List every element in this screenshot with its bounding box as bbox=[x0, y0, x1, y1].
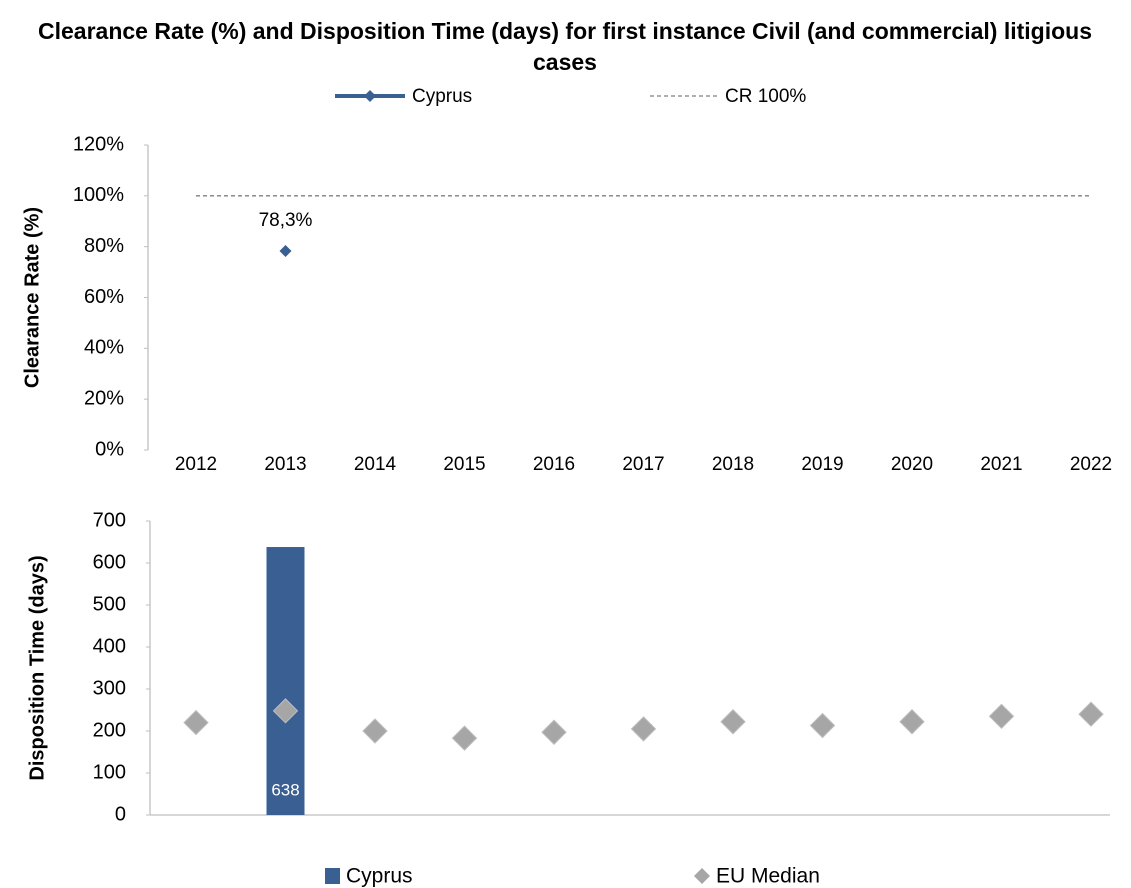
median-marker bbox=[451, 725, 478, 751]
x-tick-label: 2021 bbox=[980, 454, 1022, 475]
data-label: 78,3% bbox=[259, 210, 313, 231]
legend-label: CR 100% bbox=[725, 86, 806, 107]
y-tick-label: 20% bbox=[84, 387, 124, 409]
x-tick-label: 2018 bbox=[712, 454, 754, 475]
y-tick-label: 100 bbox=[93, 761, 126, 783]
y-tick-label: 120% bbox=[73, 133, 124, 155]
median-marker bbox=[809, 712, 836, 739]
y-tick-label: 0% bbox=[95, 438, 124, 460]
y-tick-label: 700 bbox=[93, 509, 126, 531]
y-tick-label: 500 bbox=[93, 593, 126, 615]
x-tick-label: 2013 bbox=[264, 454, 306, 475]
median-marker bbox=[630, 716, 657, 742]
y-tick-label: 400 bbox=[93, 635, 126, 657]
y-tick-label: 600 bbox=[93, 551, 126, 573]
legend-label: Cyprus bbox=[346, 865, 413, 888]
median-marker bbox=[541, 719, 567, 745]
chart-title: Clearance Rate (%) and Disposition Time … bbox=[38, 18, 1092, 75]
median-marker bbox=[362, 718, 388, 744]
median-marker bbox=[1078, 701, 1104, 727]
y-axis-label: Disposition Time (days) bbox=[26, 555, 48, 780]
x-tick-label: 2014 bbox=[354, 454, 397, 475]
legend-swatch bbox=[325, 868, 340, 884]
x-tick-label: 2016 bbox=[533, 454, 575, 475]
y-tick-label: 60% bbox=[84, 286, 124, 308]
x-tick-label: 2019 bbox=[801, 454, 843, 475]
line-marker bbox=[279, 244, 292, 257]
median-marker bbox=[183, 709, 209, 736]
median-marker bbox=[272, 698, 299, 724]
x-tick-label: 2012 bbox=[175, 454, 217, 475]
y-tick-label: 300 bbox=[93, 677, 126, 699]
y-tick-label: 100% bbox=[73, 184, 124, 206]
median-marker bbox=[899, 709, 925, 735]
y-tick-label: 40% bbox=[84, 337, 124, 359]
y-axis-label: Clearance Rate (%) bbox=[21, 207, 43, 388]
y-tick-label: 200 bbox=[93, 719, 126, 741]
y-tick-label: 0 bbox=[115, 803, 126, 825]
x-tick-label: 2022 bbox=[1070, 454, 1112, 475]
x-tick-label: 2020 bbox=[891, 454, 933, 475]
legend-label: Cyprus bbox=[412, 86, 472, 107]
data-label: 638 bbox=[271, 780, 299, 799]
bar bbox=[266, 547, 305, 815]
legend-marker bbox=[364, 90, 376, 102]
legend-label: EU Median bbox=[716, 865, 820, 888]
median-marker bbox=[720, 709, 746, 735]
y-tick-label: 80% bbox=[84, 235, 124, 257]
median-marker bbox=[988, 703, 1015, 730]
legend-marker bbox=[694, 868, 710, 884]
x-tick-label: 2017 bbox=[622, 454, 664, 475]
x-tick-label: 2015 bbox=[443, 454, 485, 475]
